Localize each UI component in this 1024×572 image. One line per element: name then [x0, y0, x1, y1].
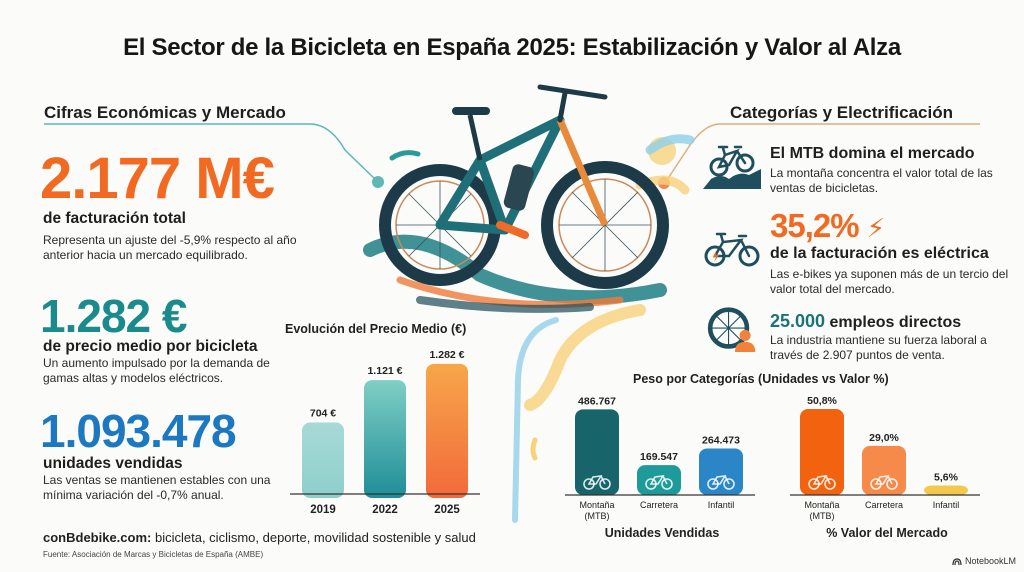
units-data-label: 264.473 [702, 434, 740, 446]
notebooklm-branding: NotebookLM [952, 556, 1016, 566]
bike-icon [808, 474, 836, 490]
value-x-tick: Carretera [865, 500, 903, 510]
units-sold-value: 1.093.478 [40, 405, 237, 457]
page-title: El Sector de la Bicicleta en España 2025… [123, 34, 901, 61]
units-data-label: 486.767 [578, 395, 616, 407]
ebike-headline: de la facturación es eléctrica [770, 245, 989, 262]
value-bar-2 [924, 485, 968, 495]
value-data-label: 29,0% [869, 432, 899, 444]
value-data-label: 5,6% [934, 472, 959, 484]
value-x-tick: Montaña [804, 500, 839, 510]
mtb-description: La montaña concentra el valor total de l… [770, 166, 993, 195]
units-by-category-chart: 486.767 Montaña(MTB) 169.547 Carretera 264.4… [565, 395, 755, 540]
bike-icon [870, 474, 898, 490]
ebike-share-number: 35,2% [770, 207, 860, 244]
ebike-illustration [363, 84, 669, 313]
wheel-worker-icon [707, 307, 756, 352]
price-chart-title: Evolución del Precio Medio (€) [285, 322, 467, 336]
jobs-label-text: empleos directos [829, 314, 962, 331]
avg-price-value: 1.282 € [40, 290, 187, 342]
section-title-economics: Cifras Económicas y Mercado [44, 103, 286, 122]
jobs-description: La industria mantiene su fuerza laboral … [770, 333, 987, 362]
value-bar-1 [862, 445, 906, 495]
units-bar-1 [637, 465, 681, 495]
footer-site-link[interactable]: conBdebike.com: [43, 530, 152, 545]
units-x-label: Unidades Vendidas [605, 526, 720, 540]
units-data-label: 169.547 [640, 451, 678, 463]
jobs-value: 25.000 [770, 311, 826, 331]
price-evolution-chart: 704 € 2019 1.121 € 2022 1.282 € 2025 [290, 349, 480, 516]
revenue-description: Representa un ajuste del -5,9% respecto … [43, 233, 297, 262]
notebooklm-label: NotebookLM [965, 556, 1017, 566]
units-sold-label: unidades vendidas [43, 455, 183, 472]
bike-icon [645, 474, 673, 490]
price-bar-2025 [426, 363, 468, 498]
ebike-share-value: 35,2% ⚡ [770, 207, 885, 244]
units-x-tick-sub: (MTB) [585, 511, 610, 521]
avg-price-label: de precio medio por bicicleta [43, 338, 258, 355]
units-x-tick: Montaña [579, 500, 614, 510]
mountain-bike-icon [703, 145, 761, 189]
units-x-tick: Infantil [708, 500, 735, 510]
category-chart-title: Peso por Categorías (Unidades vs Valor %… [633, 372, 889, 386]
mtb-headline: El MTB domina el mercado [770, 145, 975, 162]
jobs-headline: 25.000 empleos directos [770, 311, 961, 332]
price-data-label: 1.121 € [367, 365, 402, 377]
units-x-tick: Carretera [640, 500, 678, 510]
value-data-label: 50,8% [807, 395, 837, 407]
price-x-tick: 2022 [372, 504, 398, 516]
bike-icon [707, 474, 735, 490]
price-bar-2022 [364, 380, 406, 498]
units-sold-description: Las ventas se mantienen estables con una… [43, 473, 271, 502]
ebike-description: Las e-bikes ya suponen más de un tercio … [770, 267, 1009, 296]
value-x-tick-sub: (MTB) [810, 511, 835, 521]
revenue-value: 2.177 M€ [40, 146, 275, 211]
avg-price-description: Un aumento impulsado por la demanda de g… [43, 356, 270, 385]
ebike-icon [704, 232, 760, 267]
bike-icon [583, 474, 611, 490]
units-bar-2 [699, 448, 743, 495]
price-data-label: 1.282 € [429, 349, 464, 361]
price-x-tick: 2025 [434, 504, 460, 516]
price-data-label: 704 € [310, 408, 336, 420]
footer-tagline-text: bicicleta, ciclismo, deporte, movilidad … [154, 530, 476, 545]
value-x-label: % Valor del Mercado [826, 526, 948, 540]
price-bar-2019 [302, 422, 344, 498]
section-title-categories: Categorías y Electrificación [730, 103, 953, 122]
footer-tagline: conBdebike.com: bicicleta, ciclismo, dep… [43, 530, 476, 545]
value-x-tick: Infantil [933, 500, 960, 510]
footer-source: Fuente: Asociación de Marcas y Bicicleta… [43, 550, 264, 559]
notebooklm-logo-icon [952, 558, 962, 565]
lightning-icon: ⚡ [866, 213, 885, 243]
units-bar-0 [575, 409, 619, 495]
revenue-label: de facturación total [43, 210, 186, 227]
value-bar-0 [800, 409, 844, 495]
value-by-category-chart: 50,8% Montaña(MTB) 29,0% Carretera 5,6% Infan… [790, 395, 980, 540]
price-x-tick: 2019 [310, 504, 336, 516]
